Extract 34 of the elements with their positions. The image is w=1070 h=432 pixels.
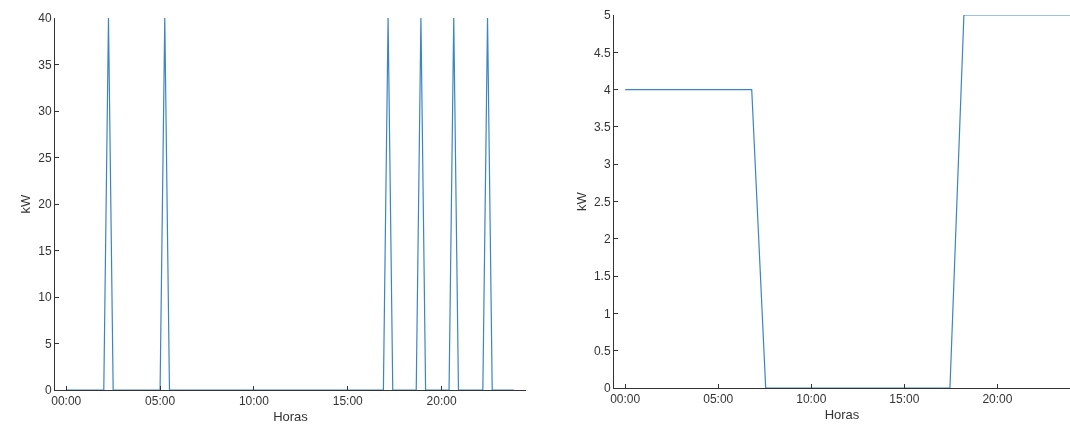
y-tick-label: 1.5 — [593, 269, 611, 284]
y-axis-title: kW — [573, 191, 589, 211]
x-axis-title: Horas — [824, 407, 860, 422]
y-tick-label: 25 — [38, 150, 52, 165]
x-tick-label: 05:00 — [703, 392, 734, 407]
y-tick-label: 0 — [44, 383, 52, 398]
y-tick-label: 35 — [38, 57, 52, 72]
y-tick-label: 40 — [38, 11, 52, 26]
x-tick-label: 10:00 — [238, 394, 270, 409]
x-tick-label: 05:00 — [145, 394, 176, 409]
x-tick-label: 15:00 — [889, 392, 920, 407]
y-tick-label: 3.5 — [593, 120, 611, 135]
y-tick-label: 5 — [603, 8, 611, 23]
x-tick-label: 00:00 — [610, 392, 641, 407]
x-axis-title: Horas — [273, 409, 309, 424]
x-tick-label: 15:00 — [332, 394, 364, 409]
x-tick-label: 20:00 — [426, 394, 457, 409]
x-tick-label: 00:00 — [51, 394, 82, 409]
y-tick-label: 0.5 — [593, 343, 611, 358]
y-tick-label: 1 — [603, 306, 611, 321]
y-tick-label: 4 — [603, 82, 611, 97]
y-tick-label: 15 — [38, 243, 52, 258]
y-axis-title: kW — [18, 193, 34, 214]
y-tick-label: 0 — [603, 381, 611, 396]
x-tick-label: 10:00 — [796, 392, 827, 407]
y-tick-label: 2 — [603, 232, 611, 246]
y-tick-label: 5 — [44, 336, 52, 351]
y-tick-label: 30 — [38, 104, 52, 119]
y-tick-label: 3 — [603, 157, 611, 172]
y-tick-label: 2.5 — [593, 194, 611, 209]
y-tick-label: 20 — [38, 197, 52, 212]
y-tick-label: 4.5 — [593, 45, 611, 60]
y-tick-label: 10 — [38, 290, 52, 305]
x-tick-label: 20:00 — [982, 392, 1013, 407]
